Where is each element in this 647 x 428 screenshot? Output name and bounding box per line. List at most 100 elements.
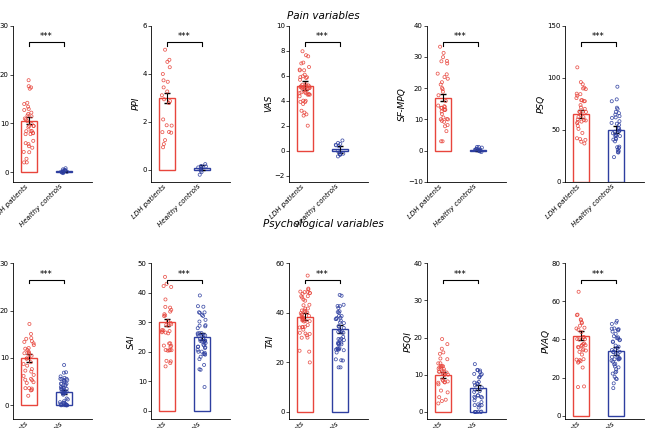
Point [160,363,171,370]
Point [304,312,314,319]
Point [469,379,479,386]
Point [437,371,448,377]
Point [61,402,72,409]
Point [61,167,71,174]
Point [439,368,449,374]
Point [469,389,479,395]
Point [199,351,209,357]
Point [23,77,34,83]
Point [27,385,37,392]
Bar [56,171,72,172]
Point [160,46,170,53]
Point [196,330,206,336]
Point [573,344,583,351]
Point [301,87,311,94]
Point [433,102,443,109]
Point [162,59,173,65]
Point [608,338,618,345]
Point [19,339,30,345]
Point [193,164,203,171]
Point [443,116,453,123]
Y-axis label: VAS: VAS [264,95,273,113]
Point [298,326,309,333]
Point [575,102,586,109]
Point [441,71,452,78]
Point [159,282,169,289]
Point [470,402,480,409]
Point [201,316,211,323]
Point [433,381,444,388]
Point [194,330,204,336]
Point [615,348,625,355]
Point [300,323,310,330]
Point [474,388,485,395]
Point [476,402,487,409]
Point [294,330,305,336]
Point [608,348,619,355]
Point [164,340,174,347]
Point [59,402,69,409]
Point [303,53,313,60]
Text: ***: *** [316,32,329,42]
Point [333,148,343,155]
Point [300,81,311,88]
Point [27,386,37,393]
Point [62,377,72,383]
Point [18,360,28,367]
Point [613,364,624,371]
Point [300,98,311,105]
Point [436,387,446,394]
Point [19,149,29,155]
Point [611,376,622,383]
Point [574,336,584,343]
Point [61,389,71,396]
Point [443,75,453,82]
Point [163,322,173,329]
Point [298,48,308,55]
Point [576,104,586,111]
Point [443,122,453,128]
Point [22,112,32,119]
Text: ***: *** [40,270,52,279]
Point [157,328,168,335]
Point [164,128,174,135]
Point [24,149,34,156]
Point [441,396,451,403]
Point [22,355,32,362]
Point [59,377,69,384]
Point [62,402,72,409]
Point [58,389,69,395]
Point [23,392,34,399]
Point [27,366,37,372]
Point [443,378,453,385]
Point [195,292,205,299]
Point [472,380,483,387]
Point [162,280,172,287]
Point [294,89,305,96]
Point [472,380,483,387]
Point [61,395,72,402]
Point [577,97,587,104]
Point [476,372,486,378]
Point [333,153,343,160]
Point [571,90,582,97]
Point [613,326,623,333]
Point [18,372,28,379]
Point [196,163,206,170]
Point [571,325,582,332]
Point [611,131,621,138]
Point [439,106,450,113]
Point [165,98,175,104]
Point [608,385,619,392]
Point [614,127,624,134]
Point [58,168,68,175]
Point [300,305,311,312]
Point [580,347,591,354]
Point [161,321,171,328]
Point [609,361,619,368]
Point [575,322,585,329]
Point [440,379,450,386]
Bar [21,121,37,172]
Point [610,132,620,139]
Point [331,141,341,148]
